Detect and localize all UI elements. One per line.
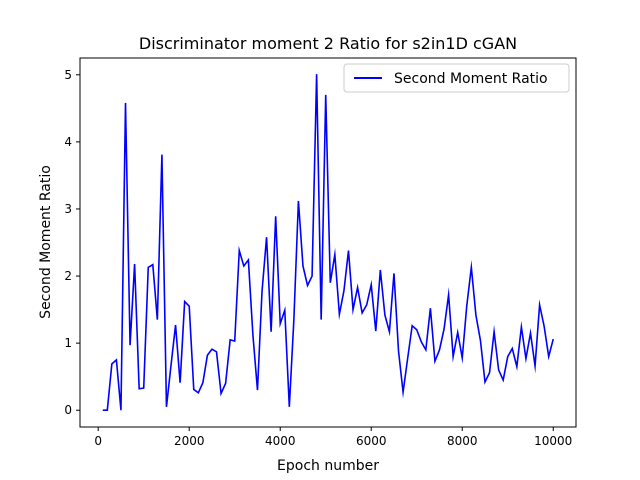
x-tick-label: 10000 bbox=[534, 434, 572, 448]
legend: Second Moment Ratio bbox=[343, 63, 570, 93]
series-layer bbox=[102, 74, 555, 412]
y-tick-label: 1 bbox=[64, 336, 72, 350]
legend-label: Second Moment Ratio bbox=[394, 71, 548, 87]
x-tick-label: 0 bbox=[94, 434, 102, 448]
y-axis: 0 1 2 3 4 5 bbox=[64, 68, 80, 417]
series-line-second-moment-ratio bbox=[102, 74, 555, 412]
y-tick-label: 2 bbox=[64, 269, 72, 283]
legend-box bbox=[343, 63, 570, 93]
y-axis-title: Second Moment Ratio bbox=[38, 165, 54, 319]
y-tick-label: 3 bbox=[64, 202, 72, 216]
y-tick-label: 5 bbox=[64, 68, 72, 82]
plot-frame bbox=[79, 57, 577, 428]
y-tick-label: 4 bbox=[64, 135, 72, 149]
plot-background bbox=[80, 58, 576, 427]
x-tick-label: 6000 bbox=[356, 434, 387, 448]
chart-title: Discriminator moment 2 Ratio for s2in1D … bbox=[139, 34, 517, 53]
x-tick-label: 8000 bbox=[447, 434, 478, 448]
x-tick-label: 4000 bbox=[265, 434, 296, 448]
x-axis-title: Epoch number bbox=[277, 458, 379, 474]
x-axis: 0 2000 4000 6000 8000 10000 bbox=[94, 427, 572, 448]
x-tick-label: 2000 bbox=[174, 434, 205, 448]
y-tick-label: 0 bbox=[64, 403, 72, 417]
plot-area bbox=[79, 57, 577, 428]
